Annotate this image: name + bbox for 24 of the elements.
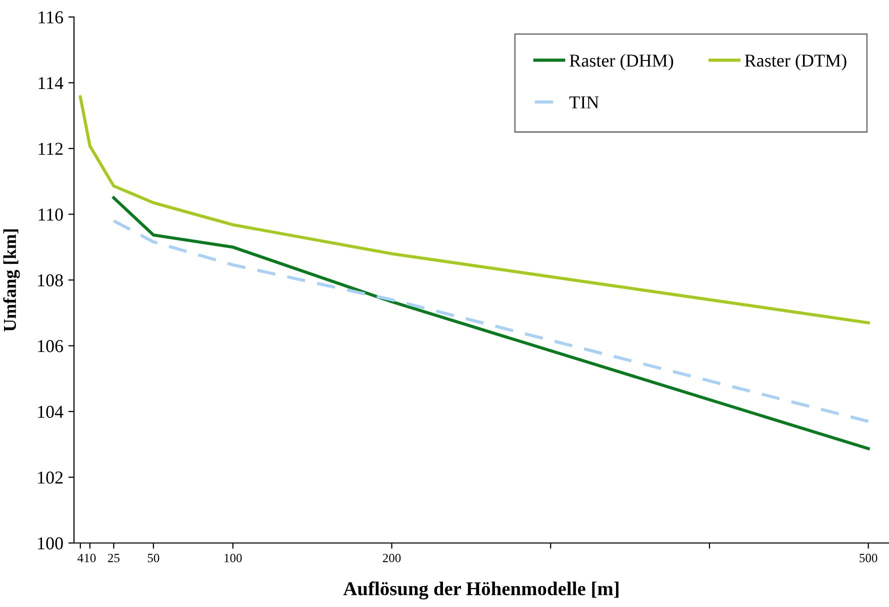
line-series xyxy=(78,95,870,324)
legend-label: TIN xyxy=(569,96,599,108)
y-tick-label: 108 xyxy=(38,274,63,286)
x-tick-label: 50 xyxy=(148,554,160,562)
y-tick-label: 110 xyxy=(38,208,63,221)
x-tick-label: 100 xyxy=(224,554,242,562)
x-tick-label: 25 xyxy=(108,554,120,562)
x-axis-title: Auflösung der Höhenmodelle [m] xyxy=(343,581,618,600)
legend-label: Raster (DHM) xyxy=(570,54,674,70)
y-tick-label: 116 xyxy=(38,11,64,24)
x-tick-label: 500 xyxy=(860,554,878,562)
y-tick-label: 114 xyxy=(38,77,64,90)
x-tick-label: 4 xyxy=(77,554,84,562)
legend-label: Raster (DTM) xyxy=(744,54,846,70)
y-tick-label: 112 xyxy=(38,142,63,155)
x-tick-label: 10 xyxy=(84,554,96,562)
y-axis-title: Umfang [km] xyxy=(3,229,20,332)
y-tick-label: 106 xyxy=(38,340,64,352)
line-series xyxy=(112,219,870,423)
x-tick-label: 200 xyxy=(382,554,401,562)
y-tick-label: 104 xyxy=(38,406,64,418)
y-tick-label: 102 xyxy=(38,472,63,484)
y-tick-label: 100 xyxy=(38,537,63,550)
line-series xyxy=(112,196,870,450)
